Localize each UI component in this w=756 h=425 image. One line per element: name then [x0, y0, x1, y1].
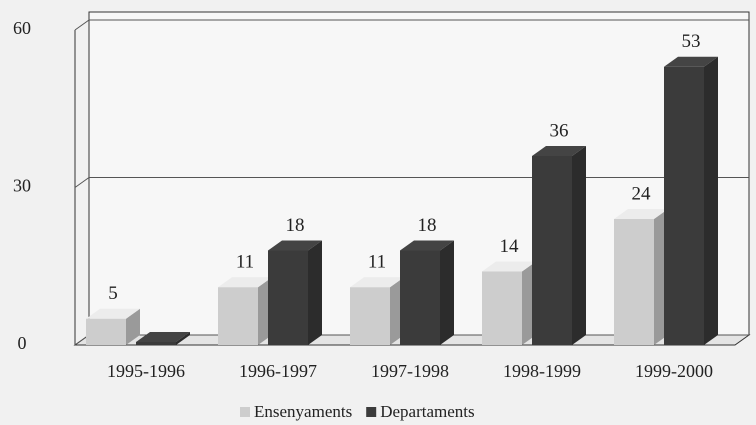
bar-face: [400, 240, 454, 251]
legend-label: Departaments: [380, 402, 474, 421]
bar: [532, 146, 586, 345]
value-label: 11: [236, 252, 254, 273]
x-tick-label: 1998-1999: [503, 361, 581, 381]
bar: [218, 277, 272, 345]
bar-face: [308, 240, 322, 345]
bar-face: [400, 250, 440, 345]
bar-face: [350, 277, 404, 288]
bar: [136, 332, 190, 345]
y-tick-label: 30: [13, 176, 31, 196]
bar-face: [176, 332, 190, 345]
bar-face: [532, 156, 572, 345]
bar-face: [532, 146, 586, 156]
value-label: 5: [108, 283, 118, 304]
bar-face: [136, 342, 176, 345]
value-label: 18: [286, 215, 305, 236]
bar-face: [268, 250, 308, 345]
bar-face: [86, 318, 126, 345]
bar-face: [268, 240, 322, 251]
value-label: 53: [682, 31, 701, 52]
bar-face: [614, 209, 668, 219]
value-label: 24: [632, 183, 652, 204]
bar-face: [614, 219, 654, 345]
value-label: 36: [550, 120, 569, 141]
bar: [268, 240, 322, 345]
value-label: 18: [418, 215, 437, 236]
bar-face: [86, 308, 140, 319]
y-tick-label: 0: [18, 333, 27, 353]
bar-face: [218, 287, 258, 345]
bar-face: [482, 271, 522, 345]
x-tick-label: 1997-1998: [371, 361, 449, 381]
bar: [400, 240, 454, 345]
bar: [614, 209, 668, 345]
bar: [482, 261, 536, 345]
legend-label: Ensenyaments: [254, 402, 352, 421]
bar: [664, 56, 718, 345]
value-label: 11: [368, 252, 386, 273]
grid-line: [74, 177, 90, 188]
bar-face: [350, 287, 390, 345]
bar-face: [482, 261, 536, 272]
bar: [86, 308, 140, 345]
legend-swatch: [240, 407, 250, 417]
bar-face: [126, 308, 140, 345]
value-label: 14: [500, 236, 520, 257]
bar-face: [664, 66, 704, 345]
legend-swatch: [366, 407, 377, 417]
x-tick-label: 1996-1997: [239, 361, 317, 381]
bar-face: [218, 277, 272, 288]
bar-face: [664, 56, 718, 67]
x-tick-label: 1999-2000: [635, 361, 713, 381]
bar: [350, 277, 404, 345]
grid-line: [74, 19, 90, 31]
x-tick-label: 1995-1996: [107, 361, 185, 381]
y-tick-label: 60: [13, 18, 31, 38]
bar-face: [440, 240, 454, 345]
bar-face: [136, 332, 190, 342]
bar-face: [572, 146, 586, 345]
bar-face: [704, 56, 718, 345]
